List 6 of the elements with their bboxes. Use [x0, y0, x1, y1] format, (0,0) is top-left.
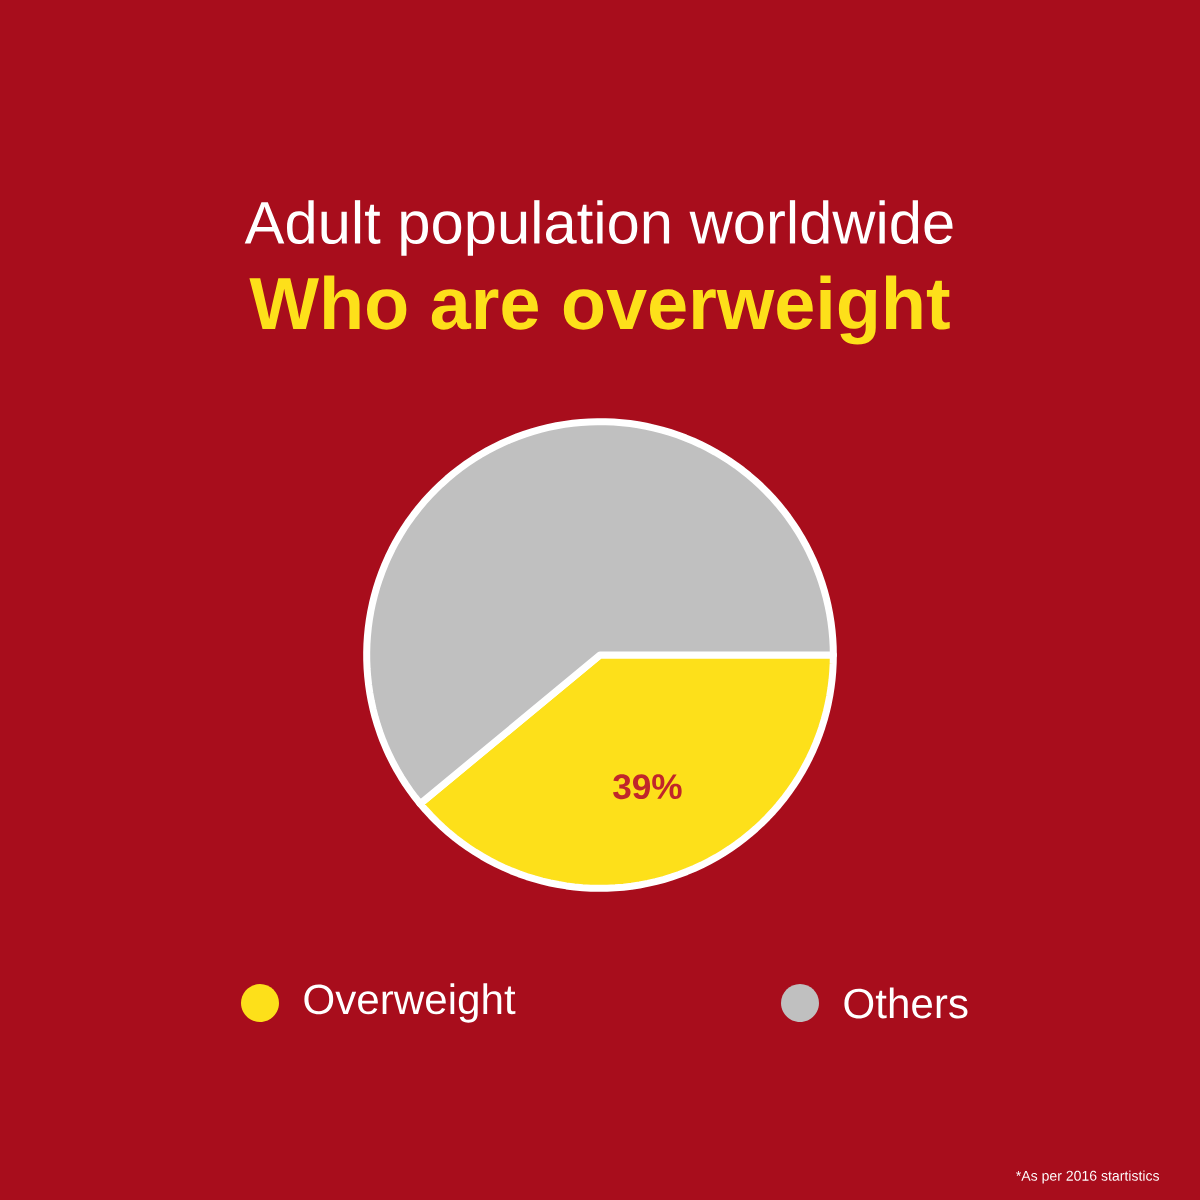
legend-label: Overweight	[304, 983, 516, 1023]
chart-title: Adult population worldwide	[244, 200, 953, 256]
text: *As per 2016 startistics	[1016, 1170, 1160, 1184]
data-label: 39%	[613, 774, 682, 800]
legend-label: Others	[844, 987, 968, 1019]
chart-subtitle: Who are overweight	[249, 275, 950, 345]
